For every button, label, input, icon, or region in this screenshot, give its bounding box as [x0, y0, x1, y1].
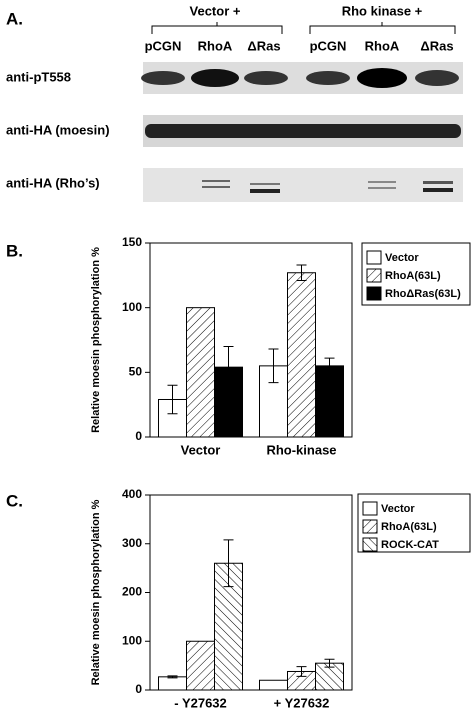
bar	[186, 640, 215, 691]
x-tick-label: Rho-kinase	[266, 442, 336, 457]
bar	[158, 676, 187, 691]
error-bar	[167, 675, 178, 679]
legend-swatch	[366, 268, 382, 283]
blot	[141, 62, 463, 94]
error-bar	[268, 348, 279, 384]
lane-label: ΔRas	[247, 38, 280, 53]
error-bar	[167, 384, 178, 415]
x-tick-label: + Y27632	[274, 695, 330, 710]
legend-swatch	[362, 501, 378, 516]
blot	[143, 168, 463, 202]
y-axis-label: Relative moesin phosphorylation %	[90, 247, 102, 433]
bar	[186, 307, 215, 438]
y-tick-label: 400	[122, 487, 142, 501]
legend-swatch	[366, 286, 382, 301]
error-bar	[223, 345, 234, 389]
y-tick-label: 150	[122, 235, 142, 249]
lane-label: pCGN	[145, 38, 182, 53]
error-bar	[296, 666, 307, 677]
legend-label: RhoΔRas(63L)	[385, 288, 461, 300]
x-tick-label: - Y27632	[174, 695, 227, 710]
legend-label: Vector	[381, 503, 415, 515]
bar	[259, 679, 288, 691]
legend-box	[357, 493, 471, 553]
bar	[287, 272, 316, 438]
group-label: Vector +	[190, 3, 241, 18]
y-tick-label: 0	[135, 429, 142, 443]
lane-label: RhoA	[198, 38, 233, 53]
row-label: anti-HA (Rho’s)	[6, 175, 100, 190]
lane-label: ΔRas	[420, 38, 453, 53]
error-bar	[296, 264, 307, 282]
lane-label: pCGN	[310, 38, 347, 53]
legend-box	[361, 242, 471, 306]
group-label: Rho kinase +	[342, 3, 423, 18]
y-tick-label: 100	[122, 300, 142, 314]
error-bar	[223, 539, 234, 588]
bar	[315, 365, 344, 438]
legend-swatch	[362, 537, 378, 552]
y-tick-label: 100	[122, 633, 142, 647]
bar	[315, 662, 344, 691]
panel-label: C.	[6, 491, 23, 510]
legend-label: RhoA(63L)	[385, 270, 441, 282]
panel-label: B.	[6, 241, 23, 260]
y-tick-label: 0	[135, 682, 142, 696]
panel-label: A.	[6, 9, 23, 28]
error-bar	[324, 658, 335, 668]
bracket	[309, 22, 456, 34]
legend-swatch	[362, 519, 378, 534]
error-bar	[324, 357, 335, 375]
axis	[149, 494, 353, 691]
legend-label: Vector	[385, 252, 419, 264]
bracket	[151, 22, 283, 34]
row-label: anti-HA (moesin)	[6, 122, 110, 137]
y-tick-label: 50	[129, 365, 143, 379]
x-tick-label: Vector	[181, 442, 221, 457]
y-axis-label: Relative moesin phosphorylation %	[90, 499, 102, 685]
legend-swatch	[366, 250, 382, 265]
legend-label: ROCK-CAT	[381, 539, 439, 551]
blot	[143, 115, 463, 147]
y-tick-label: 300	[122, 536, 142, 550]
legend-label: RhoA(63L)	[381, 521, 437, 533]
lane-label: RhoA	[365, 38, 400, 53]
row-label: anti-pT558	[6, 69, 71, 84]
y-tick-label: 200	[122, 585, 142, 599]
